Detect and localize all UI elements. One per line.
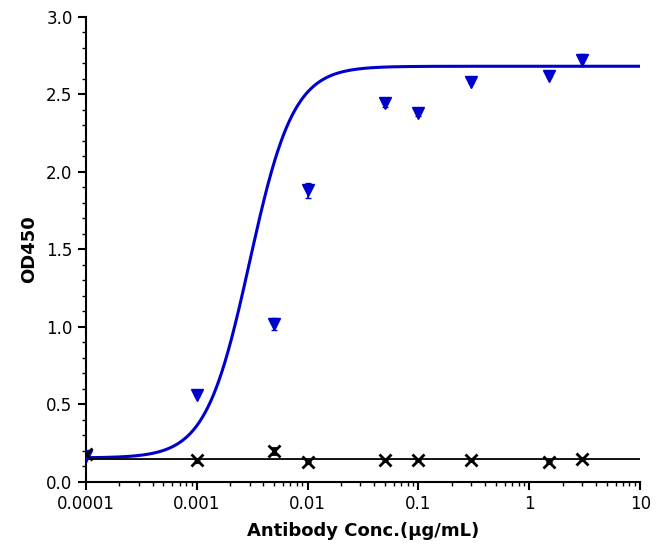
X-axis label: Antibody Conc.(μg/mL): Antibody Conc.(μg/mL) [247,521,479,540]
Y-axis label: OD450: OD450 [20,216,38,283]
